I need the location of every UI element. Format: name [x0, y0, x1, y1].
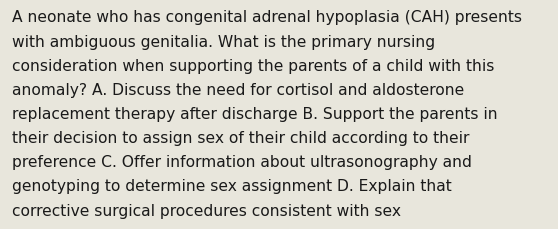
- Text: genotyping to determine sex assignment D. Explain that: genotyping to determine sex assignment D…: [12, 179, 452, 194]
- Text: A neonate who has congenital adrenal hypoplasia (CAH) presents: A neonate who has congenital adrenal hyp…: [12, 10, 522, 25]
- Text: anomaly? A. Discuss the need for cortisol and aldosterone: anomaly? A. Discuss the need for cortiso…: [12, 82, 464, 97]
- Text: preference C. Offer information about ultrasonography and: preference C. Offer information about ul…: [12, 155, 472, 169]
- Text: their decision to assign sex of their child according to their: their decision to assign sex of their ch…: [12, 131, 470, 145]
- Text: consideration when supporting the parents of a child with this: consideration when supporting the parent…: [12, 58, 494, 73]
- Text: replacement therapy after discharge B. Support the parents in: replacement therapy after discharge B. S…: [12, 106, 498, 121]
- Text: with ambiguous genitalia. What is the primary nursing: with ambiguous genitalia. What is the pr…: [12, 34, 435, 49]
- Text: corrective surgical procedures consistent with sex: corrective surgical procedures consisten…: [12, 203, 401, 218]
